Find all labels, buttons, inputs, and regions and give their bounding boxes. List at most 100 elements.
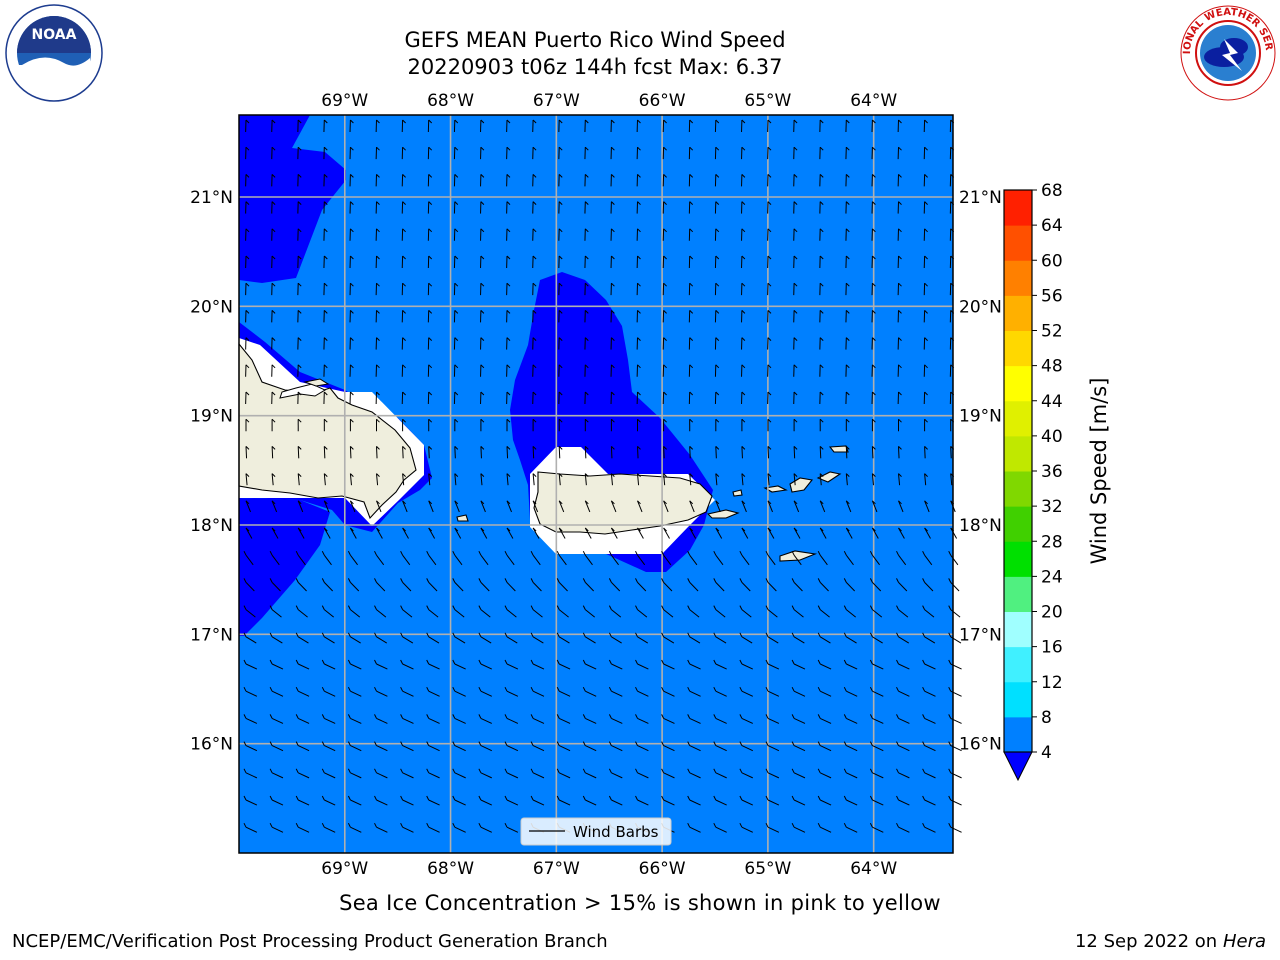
colorbar-segment-7	[1004, 506, 1032, 542]
wind-barb-381	[663, 473, 667, 486]
wind-barb-607	[713, 686, 727, 697]
colorbar-segment-1	[1004, 716, 1032, 753]
wind-barb-631	[608, 714, 623, 724]
wind-barb-219	[819, 310, 824, 323]
wind-barb-322	[584, 418, 589, 432]
wind-barb-266	[584, 364, 589, 377]
wind-barb-449	[243, 550, 254, 566]
wind-barb-647	[295, 741, 310, 752]
wind-barb-237	[558, 337, 563, 350]
wind-barb-288	[427, 391, 433, 404]
wind-barb-46	[688, 146, 694, 160]
wind-barb-471	[817, 550, 828, 566]
wind-barb-53	[871, 146, 876, 160]
wind-barb-283	[297, 391, 302, 404]
wind-barb-48	[741, 146, 746, 160]
wind-barb-335	[924, 418, 928, 432]
wind-barb-2	[271, 119, 276, 132]
wind-barb-441	[767, 527, 775, 539]
lat-tick-left-3: 19°N	[190, 407, 233, 427]
wind-barb-54	[897, 146, 902, 160]
wind-barb-451	[295, 550, 306, 566]
wind-barb-100	[636, 201, 641, 214]
colorbar-tick-9: 36	[1041, 462, 1063, 482]
nws-logo: NATIONAL WEATHER SERVICE	[1178, 3, 1276, 101]
wind-barb-138	[897, 228, 902, 241]
wind-barb-592	[321, 686, 336, 697]
wind-barb-403	[506, 500, 512, 513]
wind-barb-57	[245, 174, 250, 187]
wind-barb-463	[608, 550, 619, 566]
wind-barb-150	[480, 255, 485, 268]
wind-barb-217	[767, 310, 772, 323]
wind-barb-342	[376, 446, 380, 459]
wind-barb-606	[687, 686, 701, 697]
colorbar-segment-14	[1004, 260, 1032, 296]
wind-barb-337	[245, 446, 250, 459]
wind-barb-555	[817, 632, 831, 644]
colorbar-tick-4: 56	[1041, 286, 1063, 306]
wind-barb-290	[480, 391, 485, 404]
wind-barb-398	[376, 500, 382, 513]
wind-barb-93	[453, 201, 459, 214]
wind-barb-376	[532, 473, 537, 486]
wind-barb-131	[714, 228, 720, 241]
colorbar-segment-4	[1004, 611, 1032, 648]
wind-barb-629	[556, 714, 571, 724]
wind-barb-642	[896, 714, 910, 724]
wind-barb-321	[558, 418, 563, 432]
wind-barb-167	[923, 255, 928, 268]
wind-barb-110	[897, 201, 902, 214]
wind-barb-610	[791, 686, 806, 697]
colorbar-segment-10	[1004, 400, 1032, 437]
wind-barb-279	[923, 364, 928, 377]
wind-barb-718	[687, 795, 701, 806]
wind-barb-385	[767, 473, 772, 486]
wind-barb-456	[426, 550, 437, 566]
wind-barb-187	[714, 282, 720, 296]
wind-barb-258	[375, 364, 380, 377]
wind-barb-480	[321, 578, 334, 592]
wind-barb-334	[898, 418, 902, 432]
wind-barb-8	[427, 119, 433, 132]
wind-barb-727	[922, 795, 936, 806]
wind-barb-270	[688, 364, 694, 377]
colorbar-tick-13: 20	[1041, 603, 1063, 623]
wind-barb-144	[323, 255, 328, 268]
wind-barb-368	[323, 473, 328, 486]
wind-barb-609	[765, 686, 780, 697]
wind-barb-488	[530, 578, 542, 592]
lon-tick-top-6: 64°W	[850, 91, 897, 111]
wind-barb-665	[765, 741, 780, 752]
wind-barb-469	[765, 550, 776, 566]
wind-barb-154	[584, 255, 589, 268]
wind-barb-484	[426, 578, 438, 592]
wind-barb-137	[871, 228, 876, 241]
wind-barb-126	[584, 228, 589, 241]
wind-barb-31	[297, 146, 302, 160]
lat-tick-left-5: 17°N	[190, 625, 233, 645]
wind-barb-297	[662, 391, 667, 404]
wind-barb-486	[478, 578, 490, 592]
wind-barb-594	[374, 686, 388, 697]
wind-barb-523	[713, 605, 726, 618]
wind-barb-39	[506, 146, 511, 160]
wind-barb-287	[401, 391, 406, 404]
wind-barb-626	[478, 714, 492, 724]
wind-barb-141	[245, 255, 250, 268]
wind-barb-296	[636, 391, 641, 404]
wind-barb-459	[504, 550, 515, 566]
wind-barb-117	[349, 228, 354, 241]
wind-barb-74	[688, 174, 694, 187]
wind-barb-674	[269, 768, 284, 779]
wind-barb-129	[662, 228, 667, 241]
wind-barb-558	[896, 632, 910, 644]
wind-barb-115	[297, 228, 302, 241]
wind-barb-170	[271, 282, 276, 296]
wind-barb-658	[582, 741, 597, 752]
wind-barb-192	[845, 282, 850, 296]
wind-barb-64	[427, 174, 433, 187]
wind-barb-581	[765, 659, 780, 670]
wind-barb-383	[715, 473, 720, 486]
wind-barb-282	[271, 391, 276, 404]
